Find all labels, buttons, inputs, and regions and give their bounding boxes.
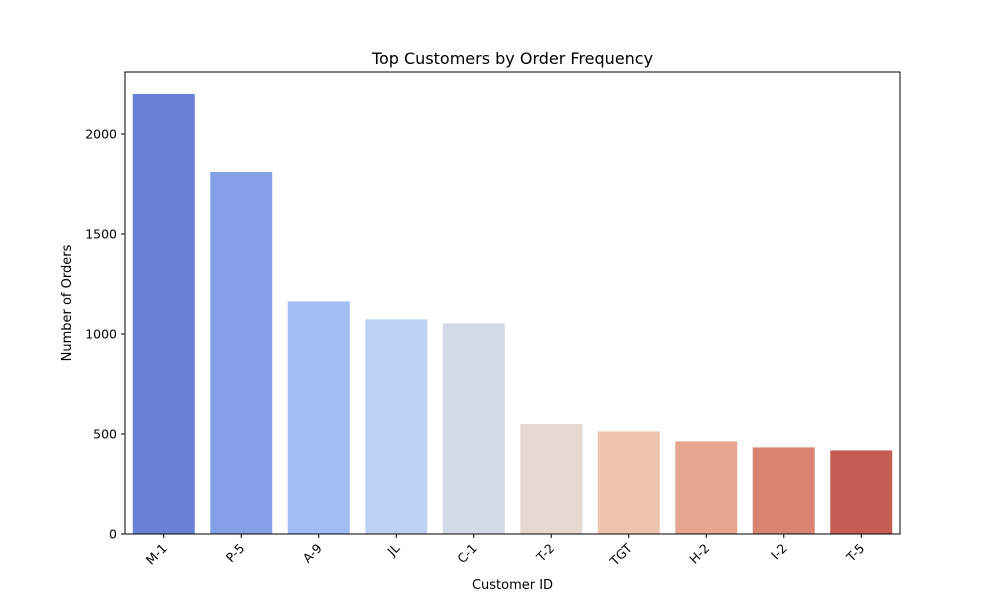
y-tick-label: 2000 [85, 127, 117, 142]
y-tick-label: 1000 [85, 327, 117, 342]
y-tick-label: 0 [109, 527, 117, 542]
plot-frame [124, 71, 901, 535]
chart-title: Top Customers by Order Frequency [371, 49, 653, 68]
bar-h-2 [675, 441, 738, 534]
bar-a-9 [287, 301, 350, 534]
bar-i-2 [752, 447, 815, 534]
y-axis-label: Number of Orders [60, 244, 75, 361]
bar-c-1 [442, 323, 505, 534]
bars-layer [132, 94, 893, 534]
x-tick-label: A-9 [300, 540, 325, 565]
x-tick-label: T-2 [533, 541, 558, 566]
x-tick-label: M-1 [143, 541, 170, 568]
y-axis: 0 500 1000 1500 2000 [85, 127, 125, 542]
x-axis-label: Customer ID [472, 578, 553, 593]
bar-jl [365, 319, 428, 534]
bar-p-5 [210, 172, 273, 534]
y-tick-label: 1500 [85, 227, 117, 242]
x-tick-label: H-2 [686, 541, 712, 567]
x-tick-label: C-1 [454, 541, 480, 567]
bar-t-5 [830, 450, 893, 534]
bar-tgt [597, 431, 660, 534]
x-axis: M-1 P-5 A-9 JL C-1 T-2 TGT H-2 I-2 T-5 [143, 534, 868, 569]
x-tick-label: I-2 [768, 541, 790, 563]
bar-m-1 [132, 94, 195, 534]
x-tick-label: TGT [606, 540, 635, 569]
y-tick-label: 500 [93, 427, 117, 442]
x-tick-label: T-5 [843, 541, 868, 566]
x-tick-label: JL [384, 540, 403, 559]
x-tick-label: P-5 [223, 541, 248, 566]
bar-t-2 [520, 424, 583, 534]
